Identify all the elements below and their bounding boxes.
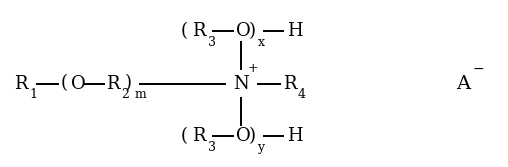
Text: O: O (236, 22, 251, 40)
Text: 2: 2 (121, 89, 130, 102)
Text: R: R (14, 74, 27, 93)
Text: 1: 1 (29, 89, 37, 102)
Text: R: R (192, 22, 205, 40)
Text: −: − (472, 62, 484, 76)
Text: O: O (71, 74, 86, 93)
Text: (: ( (61, 74, 68, 93)
Text: O: O (236, 127, 251, 145)
Text: H: H (287, 22, 302, 40)
Text: ): ) (125, 74, 132, 93)
Text: R: R (192, 127, 205, 145)
Text: m: m (134, 89, 146, 102)
Text: +: + (247, 62, 258, 75)
Text: (: ( (181, 127, 188, 145)
Text: ): ) (248, 127, 256, 145)
Text: 4: 4 (298, 89, 306, 102)
Text: R: R (283, 74, 296, 93)
Text: (: ( (181, 22, 188, 40)
Text: H: H (287, 127, 302, 145)
Text: A: A (456, 74, 470, 93)
Text: x: x (258, 36, 265, 49)
Text: 3: 3 (208, 141, 215, 154)
Text: ): ) (248, 22, 256, 40)
Text: y: y (258, 141, 265, 154)
Text: R: R (107, 74, 120, 93)
Text: 3: 3 (208, 36, 215, 49)
Text: N: N (234, 74, 249, 93)
